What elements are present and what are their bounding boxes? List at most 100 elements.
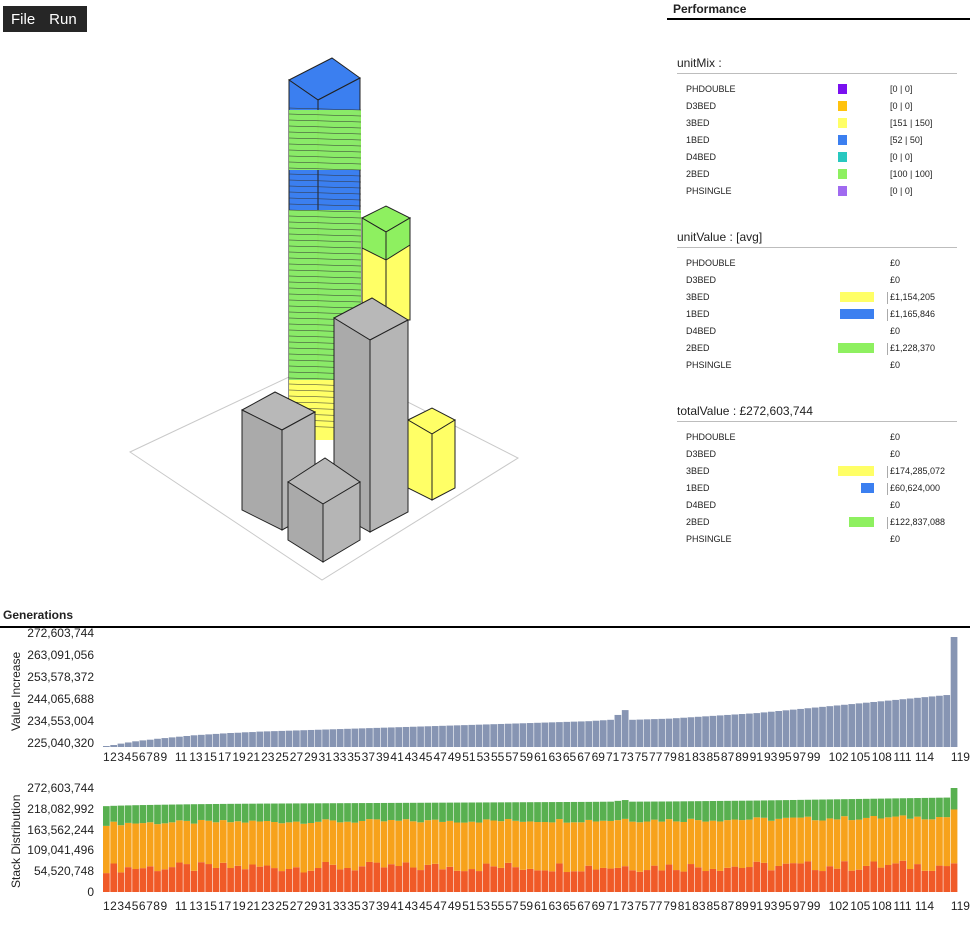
value-bar (358, 728, 366, 747)
stack-ytick: 272,603,744 (27, 781, 94, 795)
stack-ytick: 54,520,748 (33, 864, 94, 879)
stack-segment (592, 869, 600, 892)
file-menu[interactable]: File (11, 10, 36, 28)
stack-xtick: 23 (261, 899, 275, 913)
stack-ytick: 218,082,992 (27, 801, 94, 816)
uv-label: 1BED (686, 309, 710, 319)
stack-segment (651, 865, 658, 892)
stack-xtick: 69 (591, 899, 605, 913)
stack-segment (278, 871, 286, 892)
value-bar (161, 738, 169, 747)
stack-segment (906, 798, 914, 819)
value-bar (329, 729, 337, 747)
value-bar (256, 731, 264, 747)
stack-segment (643, 870, 651, 892)
stack-segment (366, 803, 373, 820)
stack-segment (468, 869, 476, 892)
stack-segment (439, 821, 446, 870)
stack-segment (870, 861, 878, 892)
stack-segment (899, 860, 907, 892)
stack-xtick: 35 (347, 899, 361, 913)
stack-segment (892, 816, 899, 864)
value-bar (263, 731, 271, 747)
stack-xtick: 39 (376, 899, 390, 913)
stack-xtick: 17 (217, 899, 232, 913)
tv-bar-tick (887, 483, 888, 495)
stack-segment (402, 802, 410, 820)
value-bar (863, 702, 870, 747)
stack-xtick: 25 (275, 899, 289, 913)
value-bar (322, 729, 329, 747)
stack-segment (366, 819, 373, 862)
stack-segment (746, 800, 753, 820)
stack-segment (877, 798, 885, 819)
value-xtick: 21 (246, 750, 261, 764)
value-bar (658, 718, 666, 747)
value-bar (446, 725, 454, 747)
stack-xtick: 55 (490, 899, 505, 913)
run-menu[interactable]: Run (49, 10, 77, 28)
stack-ytick: 0 (87, 885, 94, 899)
stack-segment (709, 801, 717, 821)
mix-value: [0 | 0] (890, 101, 913, 111)
stack-segment (256, 821, 264, 867)
stack-segment (519, 821, 527, 870)
stack-segment (329, 820, 337, 865)
model-viewport[interactable] (0, 0, 660, 600)
stack-segment (943, 866, 951, 892)
stack-segment (797, 863, 804, 892)
value-bar (585, 721, 593, 747)
value-xtick: 97 (792, 750, 807, 764)
value-bar (746, 713, 753, 747)
value-xtick: 102 (828, 750, 849, 764)
stack-segment (176, 862, 183, 892)
stack-segment (103, 806, 110, 826)
stack-xtick: 75 (634, 899, 649, 913)
stack-segment (768, 820, 775, 871)
stack-segment (709, 820, 717, 869)
stack-segment (483, 819, 490, 864)
stack-segment (183, 804, 191, 821)
stack-segment (497, 867, 505, 892)
stack-segment (446, 820, 454, 867)
stack-segment (585, 865, 593, 892)
stack-segment (592, 821, 600, 870)
stack-segment (446, 802, 454, 821)
value-bar (665, 718, 673, 747)
tv-value: £0 (890, 432, 901, 442)
value-xtick: 39 (376, 750, 390, 764)
value-xtick: 77 (649, 750, 663, 764)
value-bar (848, 704, 856, 747)
stack-segment (673, 801, 680, 822)
mix-label: D4BED (686, 152, 717, 162)
stack-segment (504, 802, 512, 820)
stack-segment (541, 870, 549, 892)
stack-xtick: 89 (735, 899, 749, 913)
value-bar (490, 724, 498, 747)
value-bar (395, 727, 403, 747)
value-bar (241, 732, 249, 747)
stack-segment (614, 867, 622, 892)
stack-segment (629, 801, 636, 822)
stack-segment (877, 867, 885, 892)
value-xtick: 79 (663, 750, 677, 764)
value-bar (110, 745, 118, 747)
value-xtick: 2 (110, 750, 117, 764)
stack-segment (475, 802, 483, 823)
stack-segment (314, 803, 322, 822)
stack-segment (146, 804, 154, 823)
value-bar (183, 735, 191, 747)
stack-segment (263, 803, 271, 821)
stack-xtick: 51 (462, 899, 476, 913)
tv-row: 3BED £174,285,072 (686, 463, 956, 480)
stack-segment (293, 867, 300, 892)
stack-segment (768, 870, 775, 892)
stack-segment (117, 825, 125, 873)
stack-segment (190, 823, 198, 871)
stack-segment (731, 800, 739, 820)
stack-segment (680, 871, 688, 892)
stack-segment (804, 861, 812, 892)
stack-segment (168, 867, 176, 892)
stack-segment (132, 823, 139, 870)
stack-segment (629, 821, 636, 871)
